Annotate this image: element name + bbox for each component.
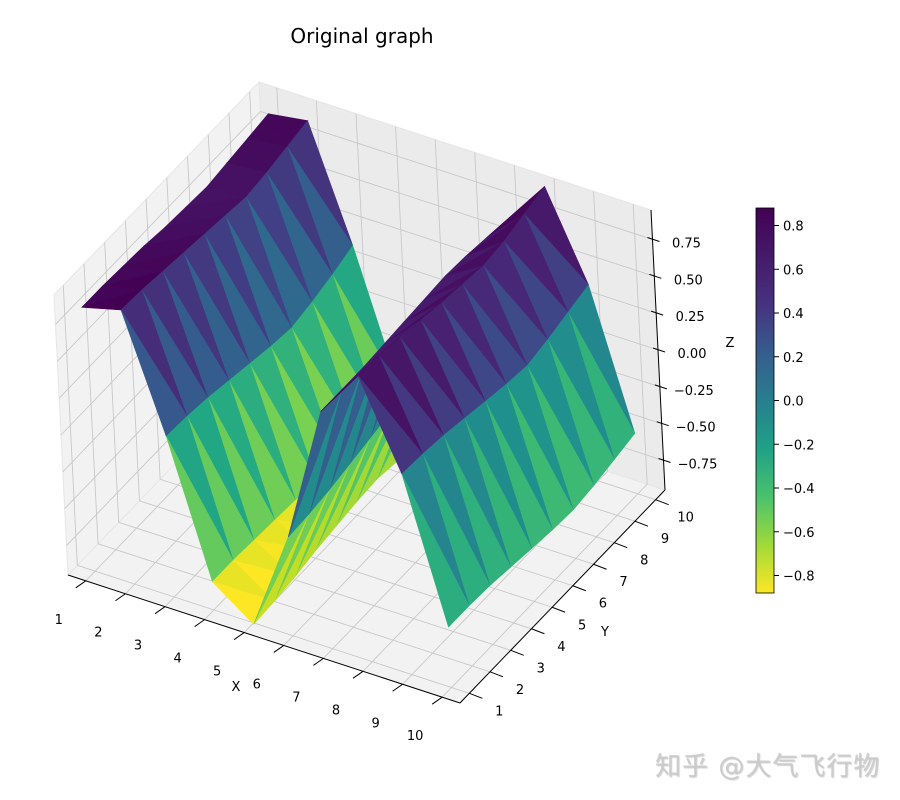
z-tick-label: −0.50 bbox=[676, 421, 716, 436]
colorbar: 0.8 0.6 0.4 0.2 0.0 −0.2 −0.4 −0.6 −0.8 bbox=[755, 207, 815, 594]
colorbar-gradient bbox=[755, 207, 775, 594]
colorbar-tick-label: 0.0 bbox=[783, 395, 804, 410]
y-tick-label: 9 bbox=[661, 532, 669, 547]
chart-title: Original graph bbox=[290, 24, 433, 48]
y-tick-label: 10 bbox=[677, 511, 694, 526]
y-tick-label: 2 bbox=[516, 683, 524, 698]
y-tick-label: 4 bbox=[557, 640, 565, 655]
watermark: 知乎 @大气飞行物 bbox=[655, 752, 881, 782]
x-tick-label: 5 bbox=[213, 665, 221, 680]
colorbar-tick-label: 0.4 bbox=[783, 307, 804, 322]
y-axis-line bbox=[459, 489, 666, 704]
x-tick-label: 4 bbox=[173, 652, 181, 667]
colorbar-tick-label: 0.8 bbox=[783, 220, 804, 235]
z-tick-label: 0.75 bbox=[672, 236, 701, 251]
y-tick-label: 6 bbox=[599, 597, 607, 612]
x-tick-label: 10 bbox=[407, 729, 424, 744]
colorbar-ticks: 0.8 0.6 0.4 0.2 0.0 −0.2 −0.4 −0.6 −0.8 bbox=[774, 220, 815, 585]
x-tick-label: 3 bbox=[134, 639, 142, 654]
y-tick-label: 3 bbox=[537, 661, 545, 676]
y-tick-label: 7 bbox=[619, 575, 627, 590]
y-axis-label: Y bbox=[600, 625, 609, 640]
x-tick-label: 9 bbox=[371, 716, 379, 731]
x-axis-line bbox=[67, 574, 461, 704]
z-axis-ticks: 0.75 0.50 0.25 0.00 −0.25 −0.50 −0.75 bbox=[647, 236, 718, 473]
z-tick-label: 0.00 bbox=[678, 347, 707, 362]
colorbar-tick-label: −0.2 bbox=[783, 438, 815, 453]
x-axis-ticks: 1 2 3 4 5 6 7 8 9 10 bbox=[55, 580, 443, 744]
z-tick-label: 0.25 bbox=[676, 310, 705, 325]
surface-plot bbox=[80, 113, 636, 628]
colorbar-tick-label: −0.6 bbox=[783, 526, 815, 541]
z-tick-label: −0.75 bbox=[678, 458, 718, 473]
x-tick-label: 1 bbox=[55, 613, 63, 628]
x-tick-label: 7 bbox=[292, 690, 300, 705]
x-tick-label: 2 bbox=[94, 626, 102, 641]
surface-facet bbox=[401, 473, 470, 628]
z-tick-label: −0.25 bbox=[674, 384, 714, 399]
z-axis-label: Z bbox=[726, 336, 735, 351]
colorbar-tick-label: 0.2 bbox=[783, 351, 804, 366]
x-tick-label: 6 bbox=[253, 677, 261, 692]
colorbar-tick-label: −0.8 bbox=[783, 570, 815, 585]
z-tick-label: 0.50 bbox=[674, 273, 703, 288]
x-tick-label: 8 bbox=[332, 703, 340, 718]
colorbar-tick-label: 0.6 bbox=[783, 263, 804, 278]
y-tick-label: 5 bbox=[578, 618, 586, 633]
x-axis-label: X bbox=[232, 680, 241, 695]
y-tick-label: 1 bbox=[495, 704, 503, 719]
y-tick-label: 8 bbox=[640, 554, 648, 569]
colorbar-tick-label: −0.4 bbox=[783, 482, 815, 497]
